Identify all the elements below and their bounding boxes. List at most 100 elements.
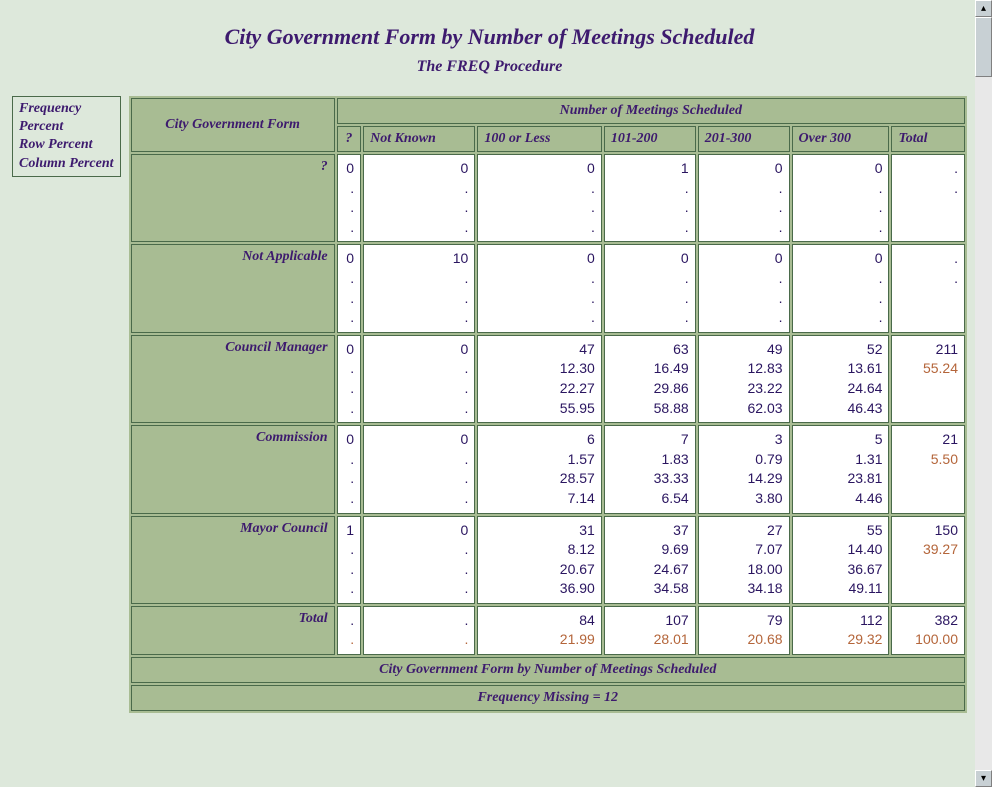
cell-value: . xyxy=(370,269,468,289)
cell-value: 31 xyxy=(484,521,595,541)
data-cell: 0... xyxy=(337,154,361,242)
cell-value: 7.07 xyxy=(705,540,783,560)
cell-value: 39.27 xyxy=(898,540,958,560)
cell-value: . xyxy=(611,289,689,309)
scroll-thumb[interactable] xyxy=(975,17,992,77)
cell-value: 150 xyxy=(898,521,958,541)
data-cell: 4912.8323.2262.03 xyxy=(698,335,790,423)
cell-value: . xyxy=(344,611,354,631)
cell-value: . xyxy=(370,469,468,489)
cell-value: 10 xyxy=(370,249,468,269)
cell-value: 9.69 xyxy=(611,540,689,560)
content-layout: FrequencyPercentRow PercentColumn Percen… xyxy=(12,96,967,713)
data-cell: 51.3123.814.46 xyxy=(792,425,890,513)
column-header: 101-200 xyxy=(604,126,696,152)
data-cell: .. xyxy=(337,606,361,655)
page-title: City Government Form by Number of Meetin… xyxy=(12,24,967,50)
data-cell: 10728.01 xyxy=(604,606,696,655)
row-header: ? xyxy=(131,154,335,242)
cell-value: 34.18 xyxy=(705,579,783,599)
cell-value: 1.83 xyxy=(611,450,689,470)
cell-value: . xyxy=(611,198,689,218)
cell-value: 24.64 xyxy=(799,379,883,399)
cell-value: 100.00 xyxy=(898,630,958,650)
cell-value: 29.32 xyxy=(799,630,883,650)
crosstab-wrap: City Government FormNumber of Meetings S… xyxy=(129,96,967,713)
cell-value: . xyxy=(370,218,468,238)
cell-value: . xyxy=(344,198,354,218)
stats-legend: FrequencyPercentRow PercentColumn Percen… xyxy=(12,96,121,177)
cell-value: 5 xyxy=(799,430,883,450)
data-cell: 0... xyxy=(792,154,890,242)
cell-value: 16.49 xyxy=(611,359,689,379)
cell-value: 34.58 xyxy=(611,579,689,599)
cell-value: 0 xyxy=(370,521,468,541)
cell-value: . xyxy=(370,379,468,399)
column-header: 100 or Less xyxy=(477,126,602,152)
cell-value: 107 xyxy=(611,611,689,631)
row-header: Council Manager xyxy=(131,335,335,423)
cell-value: . xyxy=(484,289,595,309)
cell-value: 7 xyxy=(611,430,689,450)
data-cell: 382100.00 xyxy=(891,606,965,655)
cell-value: 13.61 xyxy=(799,359,883,379)
scroll-up-button[interactable]: ▴ xyxy=(975,0,992,17)
cell-value: . xyxy=(705,179,783,199)
data-cell: 0... xyxy=(477,244,602,332)
data-cell: 0... xyxy=(363,516,475,604)
cell-value: 55 xyxy=(799,521,883,541)
cell-value: . xyxy=(611,269,689,289)
footer-missing: Frequency Missing = 12 xyxy=(131,685,965,711)
cell-value: 1 xyxy=(344,521,354,541)
data-cell: 277.0718.0034.18 xyxy=(698,516,790,604)
row-variable-header: City Government Form xyxy=(131,98,335,152)
data-cell: 1... xyxy=(337,516,361,604)
cell-value: . xyxy=(799,289,883,309)
data-cell: 8421.99 xyxy=(477,606,602,655)
cell-value: 12.30 xyxy=(484,359,595,379)
cell-value: 79 xyxy=(705,611,783,631)
cell-value: 21 xyxy=(898,430,958,450)
cell-value: 0 xyxy=(370,340,468,360)
report-viewport: City Government Form by Number of Meetin… xyxy=(0,0,975,787)
row-header: Not Applicable xyxy=(131,244,335,332)
cell-value: . xyxy=(344,540,354,560)
procedure-title: The FREQ Procedure xyxy=(12,58,967,76)
data-cell: .. xyxy=(891,244,965,332)
cell-value: 28.57 xyxy=(484,469,595,489)
cell-value: . xyxy=(344,399,354,419)
cell-value: . xyxy=(370,630,468,650)
data-cell: 5514.4036.6749.11 xyxy=(792,516,890,604)
legend-line: Frequency xyxy=(19,100,114,118)
data-cell: 0... xyxy=(604,244,696,332)
cell-value: . xyxy=(799,269,883,289)
table-row: ?0...0...0...1...0...0..... xyxy=(131,154,965,242)
column-header: Over 300 xyxy=(792,126,890,152)
scroll-track[interactable] xyxy=(975,17,992,770)
table-row: Not Applicable0...10...0...0...0...0....… xyxy=(131,244,965,332)
cell-value: 62.03 xyxy=(705,399,783,419)
data-cell: 0... xyxy=(363,154,475,242)
cell-value: 112 xyxy=(799,611,883,631)
cell-value: . xyxy=(705,289,783,309)
cell-value: . xyxy=(370,450,468,470)
column-variable-header: Number of Meetings Scheduled xyxy=(337,98,965,124)
cell-value: . xyxy=(344,218,354,238)
cell-value: 0 xyxy=(484,249,595,269)
scroll-down-button[interactable]: ▾ xyxy=(975,770,992,787)
cell-value: 0 xyxy=(344,159,354,179)
legend-line: Column Percent xyxy=(19,155,114,173)
data-cell: 4712.3022.2755.95 xyxy=(477,335,602,423)
data-cell: 0... xyxy=(363,425,475,513)
cell-value: 0 xyxy=(484,159,595,179)
cell-value: . xyxy=(344,379,354,399)
cell-value: . xyxy=(799,198,883,218)
cell-value: 12.83 xyxy=(705,359,783,379)
data-cell: 0... xyxy=(477,154,602,242)
cell-value: 0 xyxy=(370,159,468,179)
cell-value: . xyxy=(799,218,883,238)
data-cell: 0... xyxy=(363,335,475,423)
data-cell: 11229.32 xyxy=(792,606,890,655)
cell-value: 20.67 xyxy=(484,560,595,580)
vertical-scrollbar[interactable]: ▴ ▾ xyxy=(975,0,992,787)
